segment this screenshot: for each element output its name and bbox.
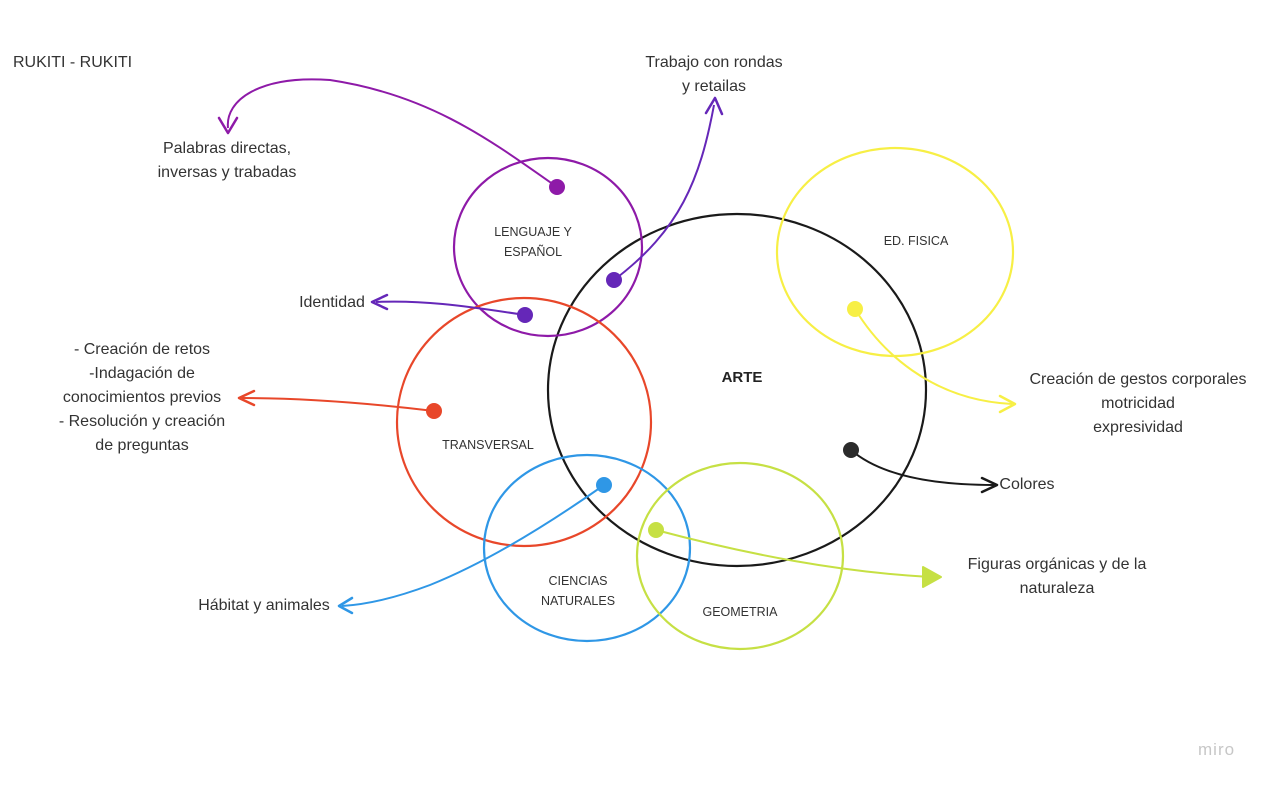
dot-habitat[interactable] — [596, 477, 612, 493]
dot-retos[interactable] — [426, 403, 442, 419]
lenguaje-label-line: LENGUAJE Y — [494, 225, 572, 239]
note-gestos-line: Creación de gestos corporales — [1029, 371, 1247, 388]
note-palabras-line: inversas y trabadas — [157, 164, 297, 181]
arrowhead-colores — [980, 476, 999, 494]
arte-circle[interactable] — [546, 212, 928, 568]
note-figuras-line: Figuras orgánicas y de la — [967, 556, 1147, 573]
connector-colores — [850, 449, 995, 486]
note-habitat: Hábitat y animales — [198, 597, 330, 614]
connector-palabras — [226, 78, 558, 188]
note-figuras-line: naturaleza — [1019, 580, 1095, 597]
note-gestos: Creación de gestos corporales motricidad… — [1012, 368, 1264, 440]
note-trabajo-line: y retailas — [681, 78, 747, 95]
board-title: RUKITI - RUKITI — [13, 54, 133, 71]
arrowhead-trabajo — [704, 96, 724, 116]
lenguaje-label-line: ESPAÑOL — [503, 245, 563, 259]
note-gestos-line: expresividad — [1093, 419, 1183, 436]
lenguaje-circle[interactable] — [452, 156, 644, 338]
note-trabajo: Trabajo con rondas y retailas — [619, 51, 809, 99]
note-colores: Colores — [999, 476, 1055, 493]
miro-watermark: miro — [1198, 740, 1236, 759]
note-retos-line: de preguntas — [95, 437, 189, 454]
note-palabras: Palabras directas, inversas y trabadas — [137, 137, 317, 185]
dot-palabras[interactable] — [549, 179, 565, 195]
geometria-circle[interactable] — [635, 461, 845, 651]
geometria-label: GEOMETRIA — [702, 605, 778, 619]
connector-gestos — [854, 308, 1013, 405]
connector-retos — [241, 397, 435, 412]
ciencias-label-line: NATURALES — [540, 594, 616, 608]
transversal-circle[interactable] — [395, 296, 653, 548]
note-gestos-line: motricidad — [1101, 395, 1175, 412]
transversal-label: TRANSVERSAL — [442, 438, 534, 452]
connector-habitat — [341, 484, 605, 607]
connector-identidad — [375, 300, 526, 316]
arrowhead-figuras — [922, 566, 942, 588]
note-retos-line: - Resolución y creación — [58, 413, 226, 430]
connector-trabajo — [613, 104, 715, 281]
connector-figuras — [655, 529, 931, 578]
ed-fisica-label: ED. FISICA — [883, 234, 949, 248]
note-retos: - Creación de retos -Indagación de conoc… — [32, 338, 252, 458]
note-retos-line: -Indagación de — [89, 365, 195, 382]
note-trabajo-line: Trabajo con rondas — [645, 54, 783, 71]
lenguaje-label: LENGUAJE Y ESPAÑOL — [473, 222, 593, 262]
arrowhead-habitat — [337, 596, 354, 615]
ciencias-circle[interactable] — [482, 453, 692, 643]
arrowhead-identidad — [370, 293, 389, 311]
note-identidad: Identidad — [299, 294, 365, 311]
arrowhead-gestos — [998, 394, 1017, 414]
note-palabras-line: Palabras directas, — [162, 140, 292, 157]
note-figuras: Figuras orgánicas y de la naturaleza — [947, 553, 1167, 601]
ed-fisica-circle[interactable] — [775, 146, 1015, 358]
note-retos-line: - Creación de retos — [73, 341, 211, 358]
ciencias-label: CIENCIAS NATURALES — [518, 571, 638, 611]
ciencias-label-line: CIENCIAS — [548, 574, 608, 588]
arte-label: ARTE — [721, 369, 763, 386]
dot-trabajo[interactable] — [606, 272, 622, 288]
dot-identidad[interactable] — [517, 307, 533, 323]
arrowhead-palabras — [217, 116, 239, 135]
note-retos-line: conocimientos previos — [62, 389, 222, 406]
dot-colores[interactable] — [843, 442, 859, 458]
arrowhead-retos — [237, 389, 256, 407]
dot-figuras[interactable] — [648, 522, 664, 538]
dot-gestos[interactable] — [847, 301, 863, 317]
